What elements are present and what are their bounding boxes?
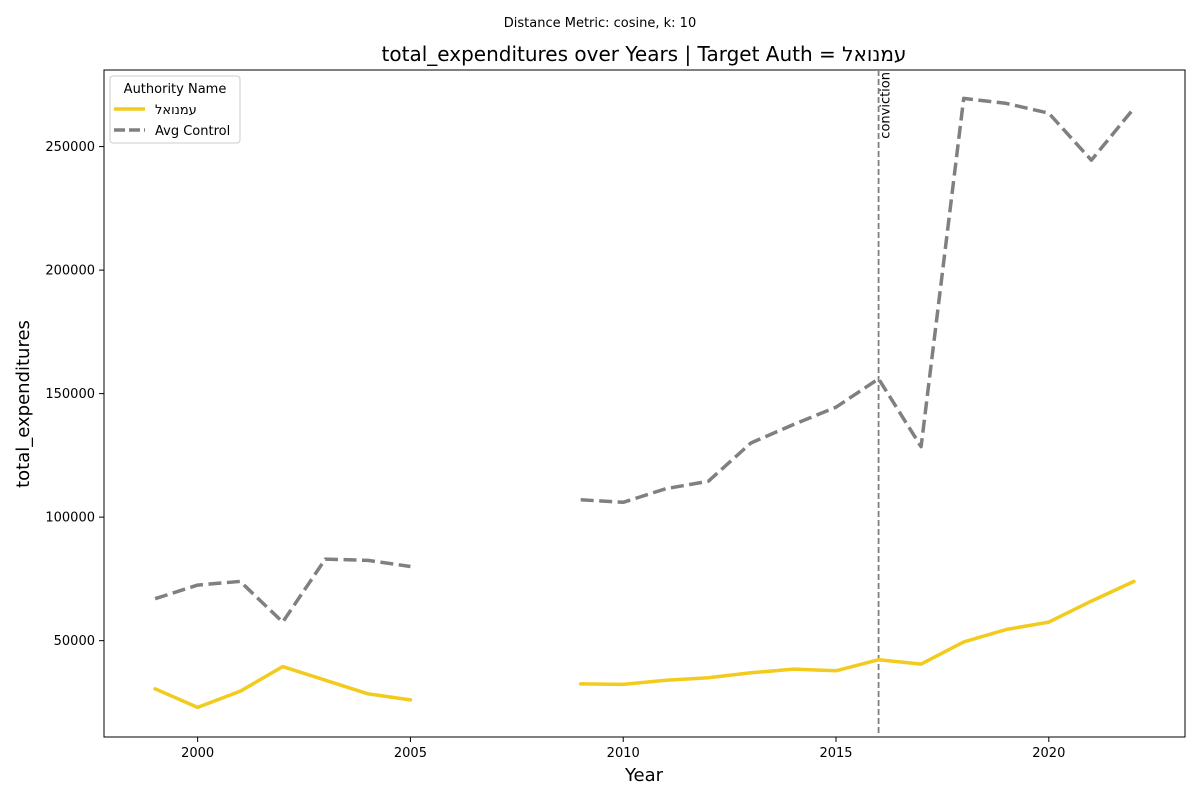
x-tick-label: 2015 bbox=[819, 746, 852, 761]
x-tick-label: 2010 bbox=[607, 746, 640, 761]
y-tick-label: 200000 bbox=[45, 264, 95, 279]
series-line-segment bbox=[154, 557, 411, 624]
legend-title: Authority Name bbox=[124, 82, 227, 97]
plot-frame bbox=[103, 69, 1186, 738]
plot-area: 2000 2005 2010 2015 2020 50000 100000 150000 200… bbox=[45, 69, 1186, 761]
y-tick-label: 50000 bbox=[54, 634, 95, 649]
x-tick-label: 2000 bbox=[181, 746, 214, 761]
series-line-segment bbox=[578, 579, 1136, 687]
conviction-label: conviction bbox=[879, 72, 894, 139]
x-axis-label: Year bbox=[624, 765, 664, 786]
legend-entry: עמנואל bbox=[155, 103, 197, 118]
y-tick-label: 100000 bbox=[45, 511, 95, 526]
chart-subtitle: Distance Metric: cosine, k: 10 bbox=[504, 16, 696, 31]
y-tick-label: 150000 bbox=[45, 387, 95, 402]
y-axis-label: total_expenditures bbox=[13, 320, 34, 488]
legend-box bbox=[109, 75, 241, 144]
legend: Authority Name עמנואל Avg Control bbox=[109, 75, 241, 144]
x-tick-label: 2020 bbox=[1032, 746, 1065, 761]
series-1 bbox=[154, 96, 1136, 624]
series-line-segment bbox=[580, 96, 1136, 505]
chart-title: total_expenditures over Years | Target A… bbox=[382, 42, 907, 66]
series-0 bbox=[153, 579, 1136, 710]
y-tick-label: 250000 bbox=[45, 140, 95, 155]
legend-entry: Avg Control bbox=[155, 124, 230, 139]
series-line-segment bbox=[153, 664, 413, 710]
x-tick-label: 2005 bbox=[394, 746, 427, 761]
